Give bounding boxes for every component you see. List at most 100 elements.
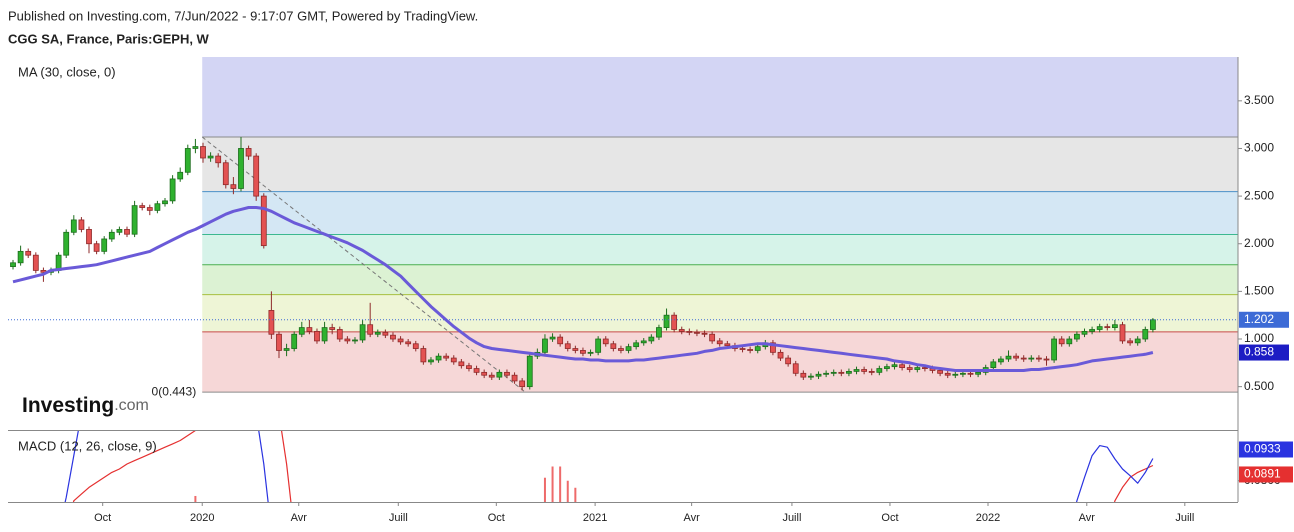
candle-body	[245, 148, 252, 157]
candle-body	[367, 324, 374, 335]
candle-body	[625, 346, 632, 351]
x-tick-label: Oct	[94, 512, 111, 524]
candle-body	[428, 359, 434, 363]
candle-body	[253, 155, 260, 197]
candle-body	[496, 371, 503, 378]
candle-body	[511, 374, 518, 382]
candle-body	[777, 351, 784, 359]
candle-body	[450, 357, 457, 363]
x-tick-label: Juill	[782, 512, 801, 524]
candle-body	[10, 262, 16, 268]
candle-body	[1066, 338, 1073, 345]
x-tick-label: 2020	[190, 512, 214, 524]
candle-body	[306, 327, 313, 332]
candle-body	[458, 361, 465, 367]
candle-body	[663, 314, 670, 328]
candle-body	[564, 343, 571, 349]
candle-body	[526, 355, 533, 388]
candle-body	[1119, 324, 1126, 342]
candle-body	[952, 373, 959, 376]
candle-body	[405, 341, 412, 345]
candle-body	[298, 327, 305, 335]
candle-body	[466, 365, 472, 369]
candle-body	[785, 357, 792, 365]
candle-body	[1020, 357, 1027, 360]
candle-body	[169, 178, 176, 202]
candle-body	[1051, 338, 1058, 361]
fib-level-label: 0(0.443)	[152, 384, 197, 398]
candle-body	[580, 350, 586, 354]
candle-body	[960, 372, 966, 375]
candle-body	[17, 250, 24, 264]
candle-body	[1089, 329, 1095, 332]
candle-body	[572, 348, 579, 351]
candle-body	[93, 243, 100, 252]
x-tick-label: Oct	[881, 512, 898, 524]
candle-body	[519, 380, 526, 388]
candle-body	[374, 331, 381, 335]
y-tick-label: 3.000	[1244, 141, 1274, 155]
candle-body	[291, 333, 298, 349]
candle-body	[1081, 330, 1088, 335]
candle-body	[1043, 358, 1050, 361]
candle-body	[1005, 355, 1012, 360]
candle-body	[861, 369, 868, 372]
candle-body	[25, 250, 32, 256]
candle-body	[344, 338, 351, 342]
candle-body	[435, 355, 442, 361]
candle-body	[397, 338, 404, 343]
x-tick-label: 2021	[583, 512, 607, 524]
ma-line	[12, 206, 1154, 372]
candle-body	[139, 205, 146, 208]
ma-value-label: 0.858	[1244, 345, 1274, 359]
signal-line	[72, 431, 1154, 502]
y-tick-label: 3.500	[1244, 93, 1274, 107]
axes: 0.500 1.000 1.500 2.000 2.500 3.000 3.500 Oct 20…	[8, 57, 1293, 524]
candle-body	[131, 205, 138, 235]
candle-body	[222, 162, 229, 186]
candle-body	[443, 355, 450, 359]
x-tick-label: Juill	[1175, 512, 1194, 524]
y-tick-label: 1.000	[1244, 331, 1274, 345]
candle-body	[1142, 329, 1149, 340]
candle-body	[207, 155, 214, 159]
x-tick-label: Avr	[1079, 512, 1096, 524]
candle-body	[321, 327, 328, 342]
candle-body	[230, 184, 237, 189]
candle-body	[709, 333, 716, 342]
candle-body	[260, 195, 267, 247]
candle-body	[390, 334, 396, 340]
candle-body	[146, 207, 153, 211]
fib-zone	[202, 264, 1238, 295]
candle-body	[352, 339, 358, 342]
candle-body	[481, 371, 488, 376]
macd-histogram-bar	[566, 480, 569, 502]
candle-body	[747, 349, 754, 351]
candle-body	[542, 338, 548, 353]
candle-body	[215, 155, 222, 164]
candle-body	[891, 364, 898, 368]
candle-body	[754, 346, 761, 351]
candle-body	[694, 331, 700, 334]
candle-body	[116, 229, 123, 233]
candle-body	[587, 351, 594, 354]
macd-histogram-bar	[574, 487, 577, 502]
candle-body	[184, 148, 191, 173]
candle-body	[998, 358, 1004, 363]
candle-body	[108, 231, 115, 240]
fib-zone	[202, 57, 1238, 138]
candle-body	[884, 366, 890, 369]
candle-body	[640, 340, 647, 344]
signal-value-box	[1239, 466, 1293, 483]
candle-body	[359, 324, 366, 341]
x-tick-label: Juill	[389, 512, 408, 524]
candle-body	[70, 219, 77, 233]
candle-body	[975, 371, 982, 375]
ma-value-box	[1239, 344, 1289, 361]
candle-body	[1127, 340, 1133, 344]
x-tick-label: Avr	[291, 512, 308, 524]
macd-histogram-bar	[551, 466, 554, 502]
candle-body	[618, 348, 624, 351]
